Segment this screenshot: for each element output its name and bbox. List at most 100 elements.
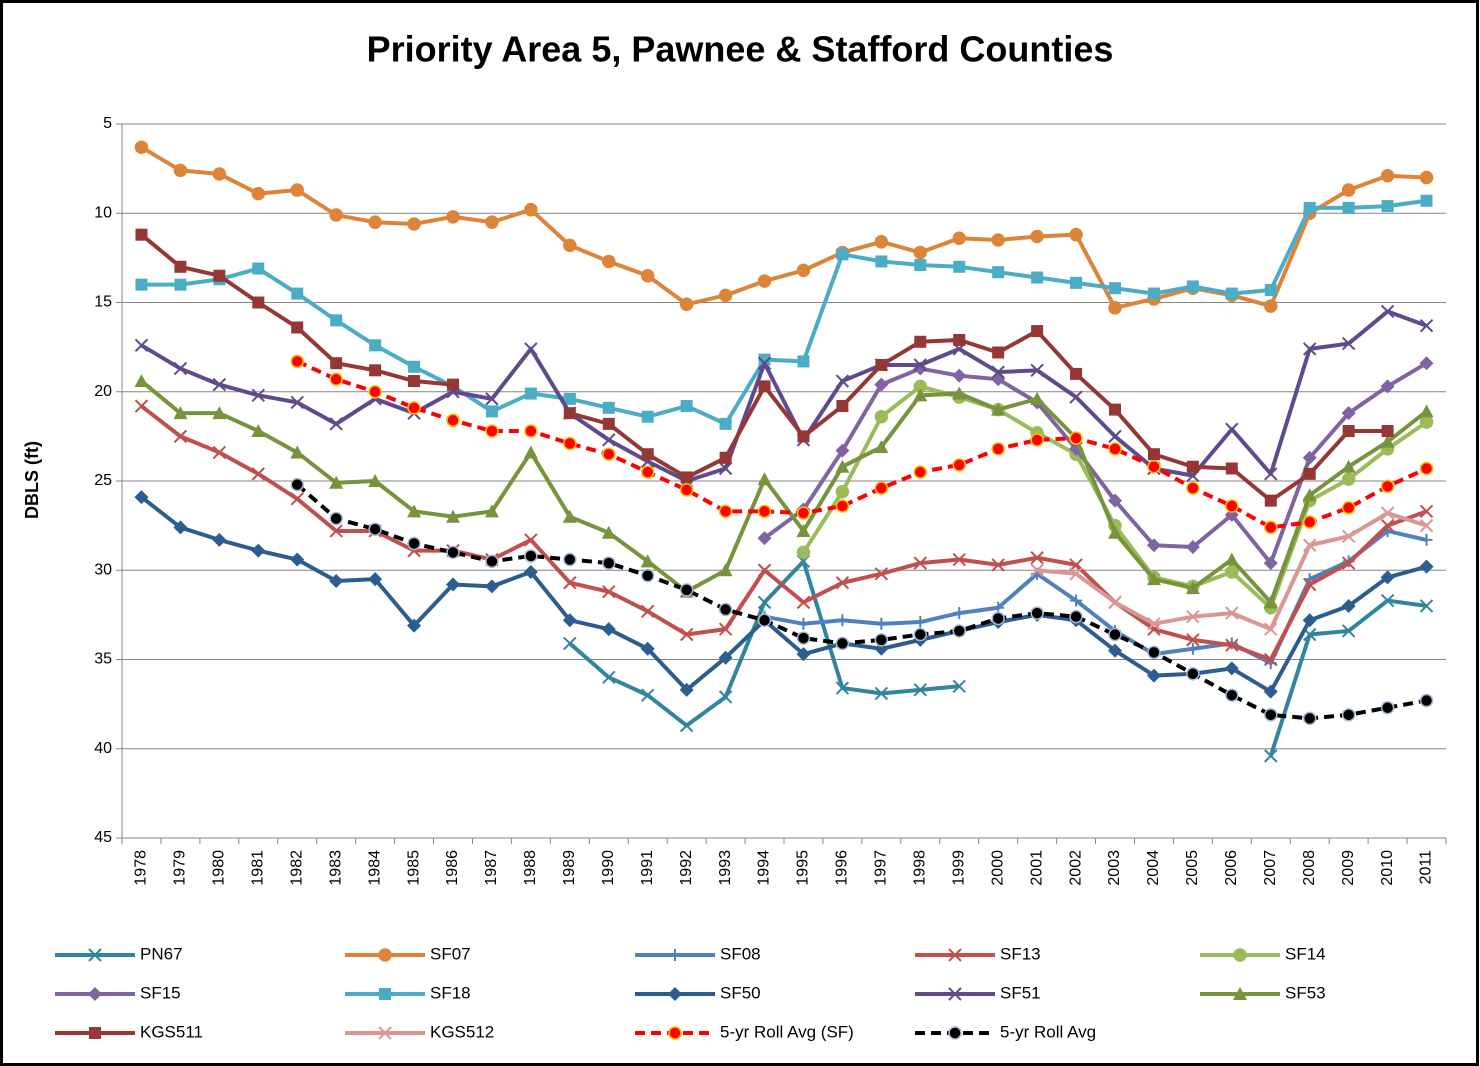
point (1263, 684, 1278, 699)
x-tick-label: 1989 (561, 850, 578, 886)
point (290, 477, 304, 492)
point (1069, 567, 1083, 581)
point (874, 686, 889, 701)
point (718, 504, 733, 519)
point (1264, 299, 1278, 313)
point (1341, 459, 1356, 473)
point (796, 631, 811, 645)
legend-entry: SF53 (1200, 983, 1326, 1002)
y-axis-label: DBLS (ft) (22, 441, 42, 519)
point (1031, 271, 1044, 284)
point (874, 377, 889, 392)
point (329, 372, 343, 387)
point (797, 430, 810, 443)
x-tick-label: 1994 (756, 850, 773, 886)
point (1302, 488, 1317, 502)
point (1342, 425, 1355, 438)
point (88, 948, 102, 962)
point (1302, 450, 1317, 465)
point (1109, 403, 1121, 416)
point (718, 690, 733, 704)
point (1420, 533, 1433, 546)
point (913, 388, 928, 402)
point (563, 576, 577, 590)
series-line (140, 495, 1428, 694)
point (1341, 183, 1356, 197)
legend-entry: KGS511 (55, 1022, 203, 1041)
point (290, 445, 305, 459)
y-tick-label: 20 (94, 383, 112, 400)
point (1225, 287, 1238, 300)
legend-label: SF51 (1000, 983, 1041, 1002)
point (291, 287, 304, 300)
point (953, 260, 966, 273)
point (134, 490, 149, 505)
point (602, 254, 616, 269)
point (952, 386, 967, 400)
point (952, 552, 966, 567)
y-tick-label: 30 (94, 561, 112, 578)
point (1030, 433, 1044, 447)
legend-label: KGS512 (430, 1022, 494, 1041)
point (1069, 431, 1083, 445)
point (640, 641, 655, 656)
point (835, 484, 850, 499)
point (378, 1026, 392, 1040)
point (562, 613, 577, 628)
point (1108, 643, 1122, 658)
point (89, 1027, 101, 1039)
point (290, 395, 304, 410)
x-tick-label: 2010 (1379, 850, 1396, 886)
point (174, 260, 187, 273)
legend-label: SF18 (430, 983, 471, 1002)
point (640, 268, 655, 283)
point (524, 533, 538, 547)
point (1419, 504, 1434, 519)
y-tick-label: 5 (103, 115, 112, 132)
point (796, 595, 811, 610)
point (952, 368, 967, 383)
x-tick-label: 1995 (795, 850, 812, 886)
point (369, 339, 382, 352)
point (407, 504, 422, 518)
point (718, 650, 733, 665)
point (368, 522, 382, 536)
point (1341, 708, 1356, 722)
legend-label: SF15 (140, 983, 181, 1002)
point (679, 483, 694, 497)
x-tick-label: 1985 (405, 850, 422, 886)
point (718, 563, 733, 577)
point (602, 447, 616, 461)
point (874, 481, 889, 495)
point (213, 269, 226, 282)
legend-entry: SF08 (635, 944, 761, 963)
point (836, 400, 849, 413)
point (446, 413, 460, 428)
point (874, 567, 889, 581)
x-tick-label: 2003 (1106, 850, 1123, 886)
point (680, 471, 693, 484)
point (1030, 606, 1044, 620)
point (408, 375, 421, 388)
point (1186, 642, 1199, 655)
point (378, 948, 392, 962)
series (134, 374, 1434, 609)
legend-label: 5-yr Roll Avg (SF) (720, 1022, 854, 1041)
point (1341, 556, 1356, 570)
point (485, 554, 499, 569)
point (407, 618, 422, 633)
point (719, 451, 732, 464)
point (524, 342, 538, 356)
point (1341, 472, 1356, 486)
x-tick-label: 2005 (1184, 850, 1201, 886)
point (1146, 668, 1161, 683)
series-line (140, 309, 1428, 483)
legend-entry: SF14 (1200, 944, 1326, 963)
point (563, 392, 576, 405)
point (602, 401, 615, 414)
point (1381, 425, 1394, 438)
point (953, 607, 966, 620)
point (1069, 227, 1083, 242)
point (1341, 624, 1356, 638)
point (329, 208, 343, 222)
